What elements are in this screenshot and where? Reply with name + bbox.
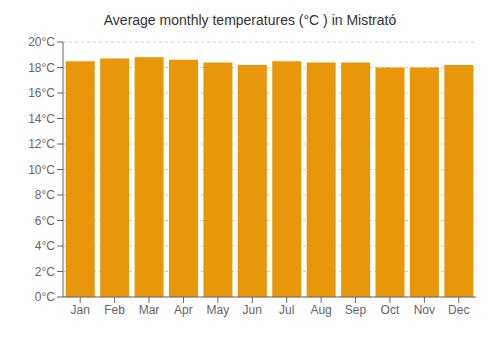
svg-text:8°C: 8°C bbox=[35, 188, 55, 202]
svg-text:Oct: Oct bbox=[381, 303, 400, 317]
svg-text:Apr: Apr bbox=[174, 303, 193, 317]
svg-text:16°C: 16°C bbox=[28, 86, 55, 100]
svg-text:Feb: Feb bbox=[104, 303, 125, 317]
svg-text:Nov: Nov bbox=[414, 303, 435, 317]
svg-text:2°C: 2°C bbox=[35, 265, 55, 279]
svg-text:6°C: 6°C bbox=[35, 214, 55, 228]
svg-text:Jul: Jul bbox=[279, 303, 294, 317]
svg-text:Sep: Sep bbox=[345, 303, 367, 317]
svg-text:Dec: Dec bbox=[448, 303, 469, 317]
svg-text:12°C: 12°C bbox=[28, 137, 55, 151]
svg-text:0°C: 0°C bbox=[35, 290, 55, 304]
svg-text:10°C: 10°C bbox=[28, 163, 55, 177]
svg-text:18°C: 18°C bbox=[28, 61, 55, 75]
svg-text:20°C: 20°C bbox=[28, 35, 55, 49]
svg-text:Mar: Mar bbox=[139, 303, 160, 317]
html-text:Average monthly temperatures (: Average monthly temperatures (°C ) in Mi… bbox=[103, 12, 397, 28]
svg-text:4°C: 4°C bbox=[35, 239, 55, 253]
svg-text:May: May bbox=[207, 303, 230, 317]
svg-text:Jan: Jan bbox=[71, 303, 90, 317]
svg-text:Aug: Aug bbox=[310, 303, 331, 317]
svg-text:Jun: Jun bbox=[243, 303, 262, 317]
svg-text:14°C: 14°C bbox=[28, 112, 55, 126]
